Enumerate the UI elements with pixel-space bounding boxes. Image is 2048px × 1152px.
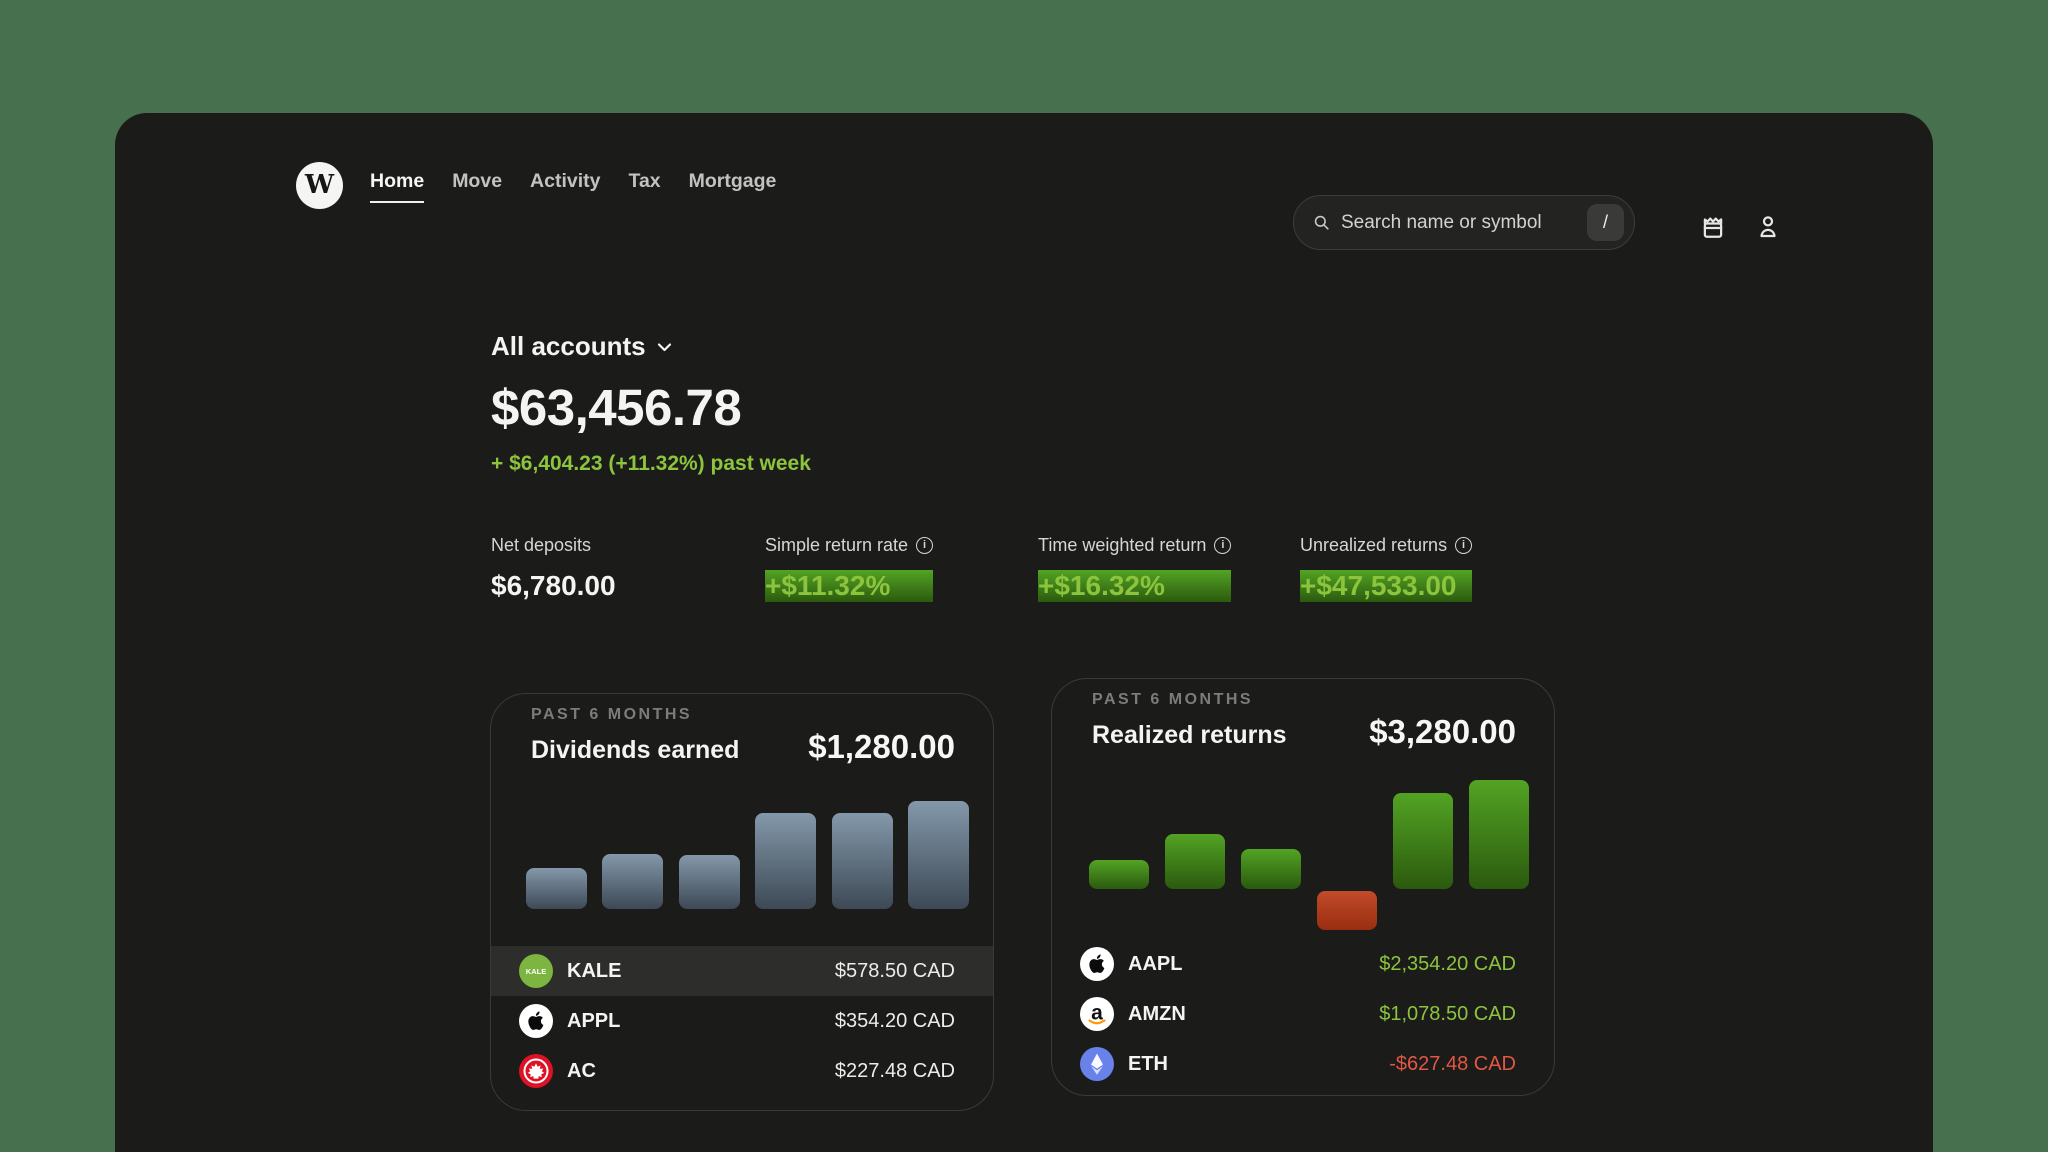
info-icon[interactable]: i bbox=[1214, 536, 1232, 554]
stat-label: Net deposits bbox=[491, 534, 592, 555]
holding-symbol: AMZN bbox=[1128, 1002, 1186, 1025]
kale-logo: KALE bbox=[519, 954, 553, 988]
card-amount: $3,280.00 bbox=[1369, 713, 1516, 750]
chart-bar bbox=[1165, 834, 1225, 889]
account-selector[interactable]: All accounts bbox=[491, 331, 672, 362]
apple-logo bbox=[519, 1004, 553, 1038]
weekly-change: + $6,404.23 (+11.32%) past week bbox=[491, 452, 811, 475]
nav-item-tax[interactable]: Tax bbox=[628, 170, 661, 192]
chart-bar bbox=[602, 854, 664, 909]
holding-row-amzn[interactable]: a AMZN $1,078.50 CAD bbox=[1052, 989, 1554, 1039]
chart-bar bbox=[1469, 780, 1529, 889]
account-selector-label: All accounts bbox=[491, 331, 646, 361]
chart-bar bbox=[678, 855, 740, 909]
holding-value: $227.48 CAD bbox=[834, 1059, 955, 1082]
stat-simple-return-rate: Simple return rate i +$11.32% bbox=[765, 534, 934, 602]
dividends-earned-card: PAST 6 MONTHS Dividends earned $1,280.00… bbox=[490, 693, 994, 1111]
ethereum-logo bbox=[1080, 1047, 1114, 1081]
holding-row-ac[interactable]: AC $227.48 CAD bbox=[491, 1046, 993, 1096]
holding-row-kale[interactable]: KALE KALE $578.50 CAD bbox=[491, 946, 993, 996]
chart-bar bbox=[1393, 793, 1453, 889]
apple-logo bbox=[1080, 947, 1114, 981]
nav-item-home[interactable]: Home bbox=[370, 170, 425, 203]
chart-bar bbox=[1241, 849, 1301, 889]
info-icon[interactable]: i bbox=[916, 536, 934, 554]
chevron-down-icon bbox=[657, 342, 671, 351]
slash-shortcut-key: / bbox=[1587, 204, 1624, 241]
card-period-label: PAST 6 MONTHS bbox=[531, 706, 693, 723]
total-balance: $63,456.78 bbox=[491, 379, 742, 436]
holding-value: $354.20 CAD bbox=[834, 1009, 955, 1032]
main-nav: Home Move Activity Tax Mortgage bbox=[370, 170, 776, 203]
card-amount: $1,280.00 bbox=[808, 728, 955, 765]
realized-returns-card: PAST 6 MONTHS Realized returns $3,280.00… bbox=[1051, 678, 1555, 1096]
stat-time-weighted-return: Time weighted return i +$16.32% bbox=[1038, 534, 1232, 602]
card-period-label: PAST 6 MONTHS bbox=[1092, 691, 1254, 708]
chart-bar bbox=[755, 813, 817, 909]
stat-label: Time weighted return bbox=[1038, 534, 1207, 555]
holding-value: $2,354.20 CAD bbox=[1379, 952, 1516, 975]
logo-letter: W bbox=[304, 169, 335, 200]
chart-bar bbox=[1089, 860, 1149, 889]
main-panel bbox=[115, 113, 1933, 1152]
nav-item-activity[interactable]: Activity bbox=[530, 170, 601, 192]
card-title: Realized returns bbox=[1092, 721, 1287, 749]
stat-value: +$16.32% bbox=[1038, 570, 1232, 602]
chart-bar bbox=[1317, 891, 1377, 930]
search-input[interactable]: Search name or symbol / bbox=[1293, 195, 1635, 250]
nav-item-move[interactable]: Move bbox=[452, 170, 503, 192]
search-placeholder: Search name or symbol bbox=[1341, 211, 1542, 233]
holding-value: -$627.48 CAD bbox=[1389, 1052, 1516, 1075]
holding-symbol: AAPL bbox=[1128, 952, 1183, 975]
svg-text:a: a bbox=[1091, 1002, 1103, 1025]
holding-row-aapl[interactable]: AAPL $2,354.20 CAD bbox=[1052, 939, 1554, 989]
amazon-logo: a bbox=[1080, 997, 1114, 1031]
search-icon bbox=[1314, 215, 1329, 230]
account-profile-button[interactable] bbox=[1753, 212, 1783, 242]
chart-bar bbox=[908, 801, 969, 909]
chart-bar bbox=[526, 868, 587, 909]
stat-label: Simple return rate bbox=[765, 534, 909, 555]
holding-symbol: AC bbox=[567, 1059, 596, 1082]
chart-bar bbox=[831, 813, 893, 909]
stat-value: $6,780.00 bbox=[491, 570, 616, 601]
card-title: Dividends earned bbox=[531, 736, 740, 764]
nav-item-mortgage[interactable]: Mortgage bbox=[688, 170, 777, 192]
holding-symbol: KALE bbox=[567, 959, 622, 982]
holding-row-eth[interactable]: ETH -$627.48 CAD bbox=[1052, 1039, 1554, 1089]
gift-rewards-button[interactable] bbox=[1698, 212, 1728, 242]
stat-net-deposits: Net deposits $6,780.00 bbox=[491, 534, 616, 602]
stat-value: +$47,533.00 bbox=[1300, 570, 1473, 602]
info-icon[interactable]: i bbox=[1455, 536, 1473, 554]
holding-symbol: APPL bbox=[567, 1009, 621, 1032]
stat-unrealized-returns: Unrealized returns i +$47,533.00 bbox=[1300, 534, 1473, 602]
stat-label: Unrealized returns bbox=[1300, 534, 1448, 555]
holding-value: $578.50 CAD bbox=[834, 959, 955, 982]
holding-value: $1,078.50 CAD bbox=[1379, 1002, 1516, 1025]
holding-row-appl[interactable]: APPL $354.20 CAD bbox=[491, 996, 993, 1046]
wealthsimple-logo[interactable]: W bbox=[296, 162, 343, 209]
air-canada-logo bbox=[519, 1054, 553, 1088]
holding-symbol: ETH bbox=[1128, 1052, 1168, 1075]
stat-value: +$11.32% bbox=[765, 570, 934, 602]
svg-text:KALE: KALE bbox=[526, 967, 546, 976]
